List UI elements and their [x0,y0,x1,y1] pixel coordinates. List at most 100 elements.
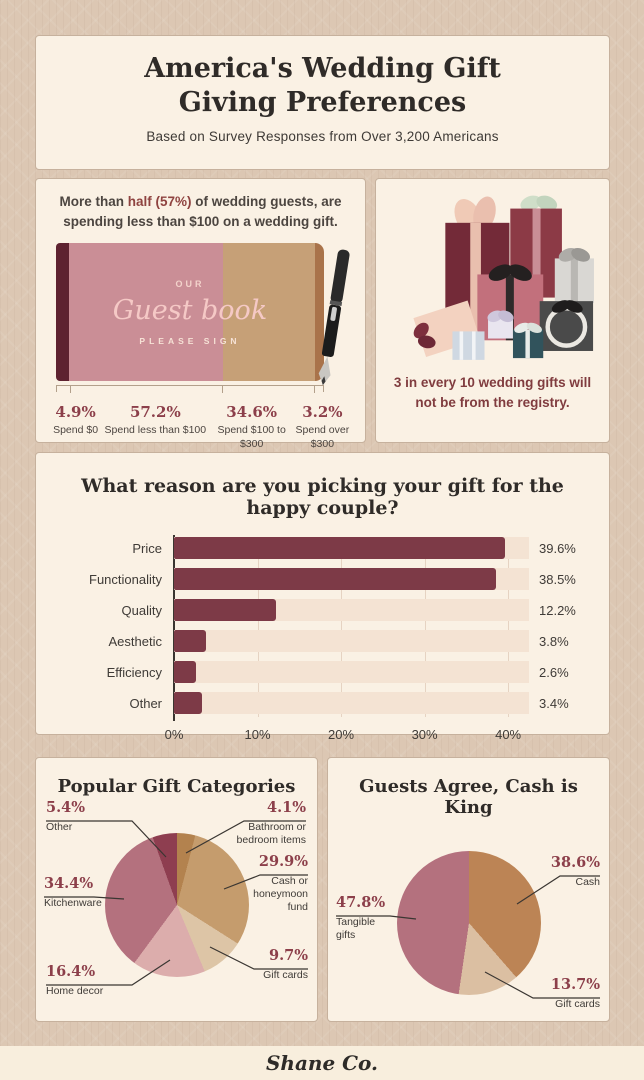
slice-label-cash: 38.6% Cash [551,854,600,889]
bar-label: Aesthetic [108,633,162,649]
slice-label-gift-cards-2: 13.7% Gift cards [551,976,600,1011]
gridline [424,537,426,717]
page-subtitle: Based on Survey Responses from Over 3,20… [146,128,499,144]
bar-value: 39.6% [539,540,576,556]
book-segment [315,243,324,382]
stat-pct: 4.9% [55,403,96,422]
bar-fill [174,630,206,652]
bar-value: 3.4% [539,695,569,711]
stat-label: Spend less than $100 [104,424,207,437]
slice-name: Home decor [46,985,104,998]
bar-row-efficiency: Efficiency 2.6% [62,661,583,683]
bar-chart-title: What reason are you picking your gift fo… [81,475,564,519]
bar-fill [174,537,505,559]
x-tick: 20% [328,727,355,742]
slice-name: Cash [575,876,600,889]
stat-less-100: 57.2% Spend less than $100 [101,403,209,451]
bar-value: 2.6% [539,664,569,680]
bar-track [174,568,529,590]
slice-label-kitchenware: 34.4% Kitchenware [44,875,102,910]
slice-pct: 38.6% [550,854,600,871]
bar-value: 3.8% [539,633,569,649]
bar-fill [174,692,203,714]
segment-ruler [56,385,324,394]
bar-fill [174,568,496,590]
ruler-tick [70,386,72,394]
header-card: America's Wedding Gift Giving Preference… [35,35,610,170]
bar-fill [174,661,196,683]
shane-co-logo: Shane Co. [265,1051,379,1075]
headline-prefix: More than [59,194,128,209]
slice-pct: 4.1% [266,799,306,816]
stat-pct: 3.2% [302,403,343,422]
stat-label: Spend $0 [53,424,99,437]
guest-book-stacked-bar [56,243,324,382]
footer: Shane Co. [0,1046,644,1080]
bar-fill [174,599,276,621]
slice-label-cash-fund: 29.9% Cash or honeymoon fund [230,853,308,915]
slice-name: Gift cards [263,969,308,982]
bar-track [174,661,529,683]
bar-track [174,537,529,559]
categories-pie-area: 5.4% Other 4.1% Bathroom or bedroom item… [36,799,317,1013]
x-tick: 10% [244,727,271,742]
bar-label: Quality [121,602,162,618]
categories-pie-chart [105,833,249,977]
slice-pct: 13.7% [550,976,600,993]
categories-pie-title: Popular Gift Categories [57,776,296,797]
bar-track [174,599,529,621]
stat-spend-0: 4.9% Spend $0 [50,403,101,451]
bar-row-aesthetic: Aesthetic 3.8% [62,630,583,652]
bar-row-other: Other 3.4% [62,692,583,714]
bar-track [174,630,529,652]
gridline [257,537,259,717]
gifts-illustration [413,195,594,360]
title-line-1: America's Wedding Gift [144,53,501,84]
ruler-tick [314,386,316,394]
stat-label: Spend over $300 [295,424,350,450]
spending-headline: More than half (57%) of wedding guests, … [50,192,351,231]
slice-label-tangible: 47.8% Tangible gifts [336,894,396,942]
slice-label-bathroom: 4.1% Bathroom or bedroom items [214,799,306,847]
slice-pct: 5.4% [46,799,86,816]
stat-over-300: 3.2% Spend over $300 [294,403,351,451]
slice-pct: 47.8% [336,894,386,911]
x-tick: 40% [495,727,522,742]
slice-name: Cash or honeymoon fund [253,875,308,914]
guest-book-illustration: OUR Guest book PLEASE SIGN [56,243,350,395]
cash-pie-chart [397,851,541,995]
ruler-tick [222,386,224,394]
book-segment [56,243,70,382]
registry-card: 3 in every 10 wedding gifts will not be … [375,178,610,443]
bar-label: Other [129,695,162,711]
bar-chart-gridlines [173,535,529,721]
headline-suffix: of wedding guests, are spending less tha… [63,194,342,229]
slice-pct: 29.9% [258,853,308,870]
slice-pct: 16.4% [46,963,96,980]
slice-label-other: 5.4% Other [46,799,85,834]
bar-value: 38.5% [539,571,576,587]
cash-pie-area: 38.6% Cash 47.8% Tangible gifts 13.7% Gi… [328,820,609,1034]
slice-pct: 34.4% [44,875,94,892]
book-segment [222,243,316,382]
slice-label-gift-cards: 9.7% Gift cards [263,947,308,982]
slice-name: Gift cards [555,998,600,1011]
title-line-2: Giving Preferences [178,86,467,118]
categories-pie-card: Popular Gift Categories 5.4% Other [35,757,318,1022]
stat-pct: 34.6% [226,403,278,422]
stat-100-300: 34.6% Spend $100 to $300 [210,403,294,451]
slice-name: Kitchenware [44,897,102,910]
bar-row-quality: Quality 12.2% [62,599,583,621]
bar-label: Functionality [89,571,162,587]
slice-pct: 9.7% [268,947,308,964]
x-axis: 0% 10% 20% 30% 40% [165,723,529,747]
bar-track [174,692,529,714]
stat-label: Spend $100 to $300 [217,424,286,450]
pen-icon [318,249,350,386]
bar-value: 12.2% [539,602,576,618]
x-tick: 0% [164,727,184,742]
reasons-bar-chart-card: What reason are you picking your gift fo… [35,452,610,742]
gridline [508,537,510,717]
gridline [341,537,343,717]
